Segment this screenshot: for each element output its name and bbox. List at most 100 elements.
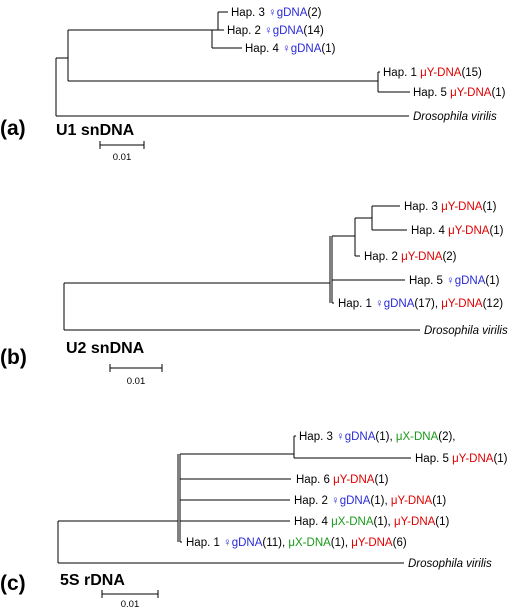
haplotype-count: (1) (493, 453, 507, 465)
scale-bar-b-label: 0.01 (127, 376, 146, 387)
male-Y-DNA-tag: μY-DNA (448, 225, 490, 237)
haplotype-count: (1) (432, 495, 446, 507)
tree-c-leaf-label: Hap. 3 ♀gDNA(1), μX-DNA(2), (299, 431, 456, 443)
haplotype-count: (15) (461, 67, 482, 79)
tree-b-leaf-label: Hap. 1 ♀gDNA(17), μY-DNA(12) (338, 298, 503, 310)
panel-a: Hap. 3 ♀gDNA(2) Hap. 2 ♀gDNA(14) Hap. 4 … (0, 7, 506, 163)
male-X-DNA-tag: μX-DNA (331, 516, 374, 528)
tree-c-branches (57, 435, 411, 564)
male-Y-DNA-tag: μY-DNA (441, 201, 483, 213)
haplotype-id: Hap. 5 (415, 453, 452, 465)
female-gDNA-tag: ♀gDNA (446, 275, 486, 287)
tree-b-leaf-label: Hap. 3 μY-DNA(1) (404, 201, 497, 213)
haplotype-count: (1) (482, 201, 496, 213)
tree-b-branches (63, 205, 420, 331)
haplotype-id: Hap. 5 (409, 275, 446, 287)
tree-a-leaf-label: Hap. 2 ♀gDNA(14) (227, 25, 324, 37)
male-Y-DNA-tag: μY-DNA (333, 474, 375, 486)
tree-a-leaf-label: Hap. 5 μY-DNA(1) (413, 87, 506, 99)
scale-bar-a-line (99, 141, 145, 149)
haplotype-id: Hap. 2 (227, 25, 264, 37)
haplotype-count: (1) (485, 275, 499, 287)
tree-c-leaf-label: Hap. 1 ♀gDNA(11), μX-DNA(1), μY-DNA(6) (186, 537, 407, 549)
tree-c-leaf-label: Hap. 6 μY-DNA(1) (296, 474, 389, 486)
tree-c-leaf-label: Hap. 5 μY-DNA(1) (415, 453, 508, 465)
haplotype-id: Hap. 1 (383, 67, 420, 79)
scale-bar-a-label: 0.01 (113, 152, 132, 163)
haplotype-id: Hap. 4 (245, 43, 282, 55)
panel-a-title: U1 snDNA (56, 122, 135, 139)
scale-bar-b-line (109, 364, 163, 372)
male-Y-DNA-tag: μY-DNA (401, 251, 443, 263)
panel-c-letter: (c) (0, 572, 26, 595)
tree-a-leaf-label: Hap. 3 ♀gDNA(2) (231, 7, 322, 19)
panel-b-letter: (b) (0, 346, 27, 369)
haplotype-id: Hap. 3 (404, 201, 441, 213)
tree-c-leaf-label: Hap. 4 μX-DNA(1), μY-DNA(1) (294, 516, 450, 528)
haplotype-count: (2) (307, 7, 321, 19)
haplotype-count: (2) (442, 251, 456, 263)
scale-bar-c: 0.01 (101, 590, 159, 608)
tree-b-leaf-label: Hap. 4 μY-DNA(1) (411, 225, 504, 237)
panel-b: Hap. 3 μY-DNA(1) Hap. 4 μY-DNA(1) Hap. 2… (0, 201, 508, 387)
haplotype-id: Hap. 5 (413, 87, 450, 99)
haplotype-count: (1), (370, 495, 390, 507)
female-gDNA-tag: ♀gDNA (264, 25, 304, 37)
male-Y-DNA-tag: μY-DNA (420, 67, 462, 79)
scale-bar-b: 0.01 (109, 364, 163, 387)
haplotype-count: (1), (373, 516, 393, 528)
male-Y-DNA-tag: μY-DNA (452, 453, 494, 465)
female-gDNA-tag: ♀gDNA (223, 537, 263, 549)
haplotype-count: (1) (374, 474, 388, 486)
haplotype-id: Hap. 3 (299, 431, 336, 443)
panel-a-letter: (a) (0, 117, 26, 140)
tree-b-leaf-label: Hap. 2 μY-DNA(2) (364, 251, 457, 263)
haplotype-count: (1) (435, 516, 449, 528)
male-Y-DNA-tag: μY-DNA (391, 495, 433, 507)
haplotype-count: (17), (414, 298, 441, 310)
panel-c: Hap. 3 ♀gDNA(1), μX-DNA(2), Hap. 5 μY-DN… (0, 431, 508, 608)
haplotype-id: Hap. 1 (186, 537, 223, 549)
tree-a-leaf-label: Hap. 4 ♀gDNA(1) (245, 43, 336, 55)
female-gDNA-tag: ♀gDNA (268, 7, 308, 19)
panel-b-title: U2 snDNA (66, 340, 145, 357)
haplotype-count: (1) (491, 87, 505, 99)
male-Y-DNA-tag: μY-DNA (450, 87, 492, 99)
scale-bar-c-line (101, 590, 159, 598)
male-Y-DNA-tag: μY-DNA (351, 537, 393, 549)
haplotype-id: Hap. 3 (231, 7, 268, 19)
panel-c-title: 5S rDNA (60, 572, 125, 589)
haplotype-count: (1), (375, 431, 395, 443)
tree-a-leaf-label: Hap. 1 μY-DNA(15) (383, 67, 482, 79)
haplotype-id: Hap. 4 (294, 516, 331, 528)
male-Y-DNA-tag: μY-DNA (394, 516, 436, 528)
tree-b-leaf-label: Hap. 5 ♀gDNA(1) (409, 275, 500, 287)
haplotype-count: (14) (303, 25, 324, 37)
tree-c-leaf-label: Hap. 2 ♀gDNA(1), μY-DNA(1) (294, 495, 446, 507)
haplotype-count: (11), (262, 537, 288, 549)
tree-c-outgroup-label: Drosophila virilis (408, 558, 492, 570)
male-X-DNA-tag: μX-DNA (288, 537, 331, 549)
tree-b-outgroup-label: Drosophila virilis (424, 325, 508, 337)
haplotype-count: (6) (393, 537, 407, 549)
male-X-DNA-tag: μX-DNA (396, 431, 439, 443)
female-gDNA-tag: ♀gDNA (282, 43, 322, 55)
haplotype-id: Hap. 1 (338, 298, 375, 310)
tree-a-outgroup-label: Drosophila virilis (413, 111, 497, 123)
haplotype-count: (2), (438, 431, 455, 443)
tree-a-branches (55, 11, 410, 117)
haplotype-id: Hap. 2 (294, 495, 331, 507)
haplotype-id: Hap. 6 (296, 474, 333, 486)
haplotype-count: (1) (489, 225, 503, 237)
haplotype-id: Hap. 4 (411, 225, 448, 237)
female-gDNA-tag: ♀gDNA (336, 431, 376, 443)
scale-bar-c-label: 0.01 (121, 599, 140, 608)
female-gDNA-tag: ♀gDNA (331, 495, 371, 507)
haplotype-id: Hap. 2 (364, 251, 401, 263)
haplotype-count: (1) (321, 43, 335, 55)
haplotype-count: (1), (331, 537, 351, 549)
scale-bar-a: 0.01 (99, 141, 145, 163)
female-gDNA-tag: ♀gDNA (375, 298, 415, 310)
male-Y-DNA-tag: μY-DNA (441, 298, 483, 310)
